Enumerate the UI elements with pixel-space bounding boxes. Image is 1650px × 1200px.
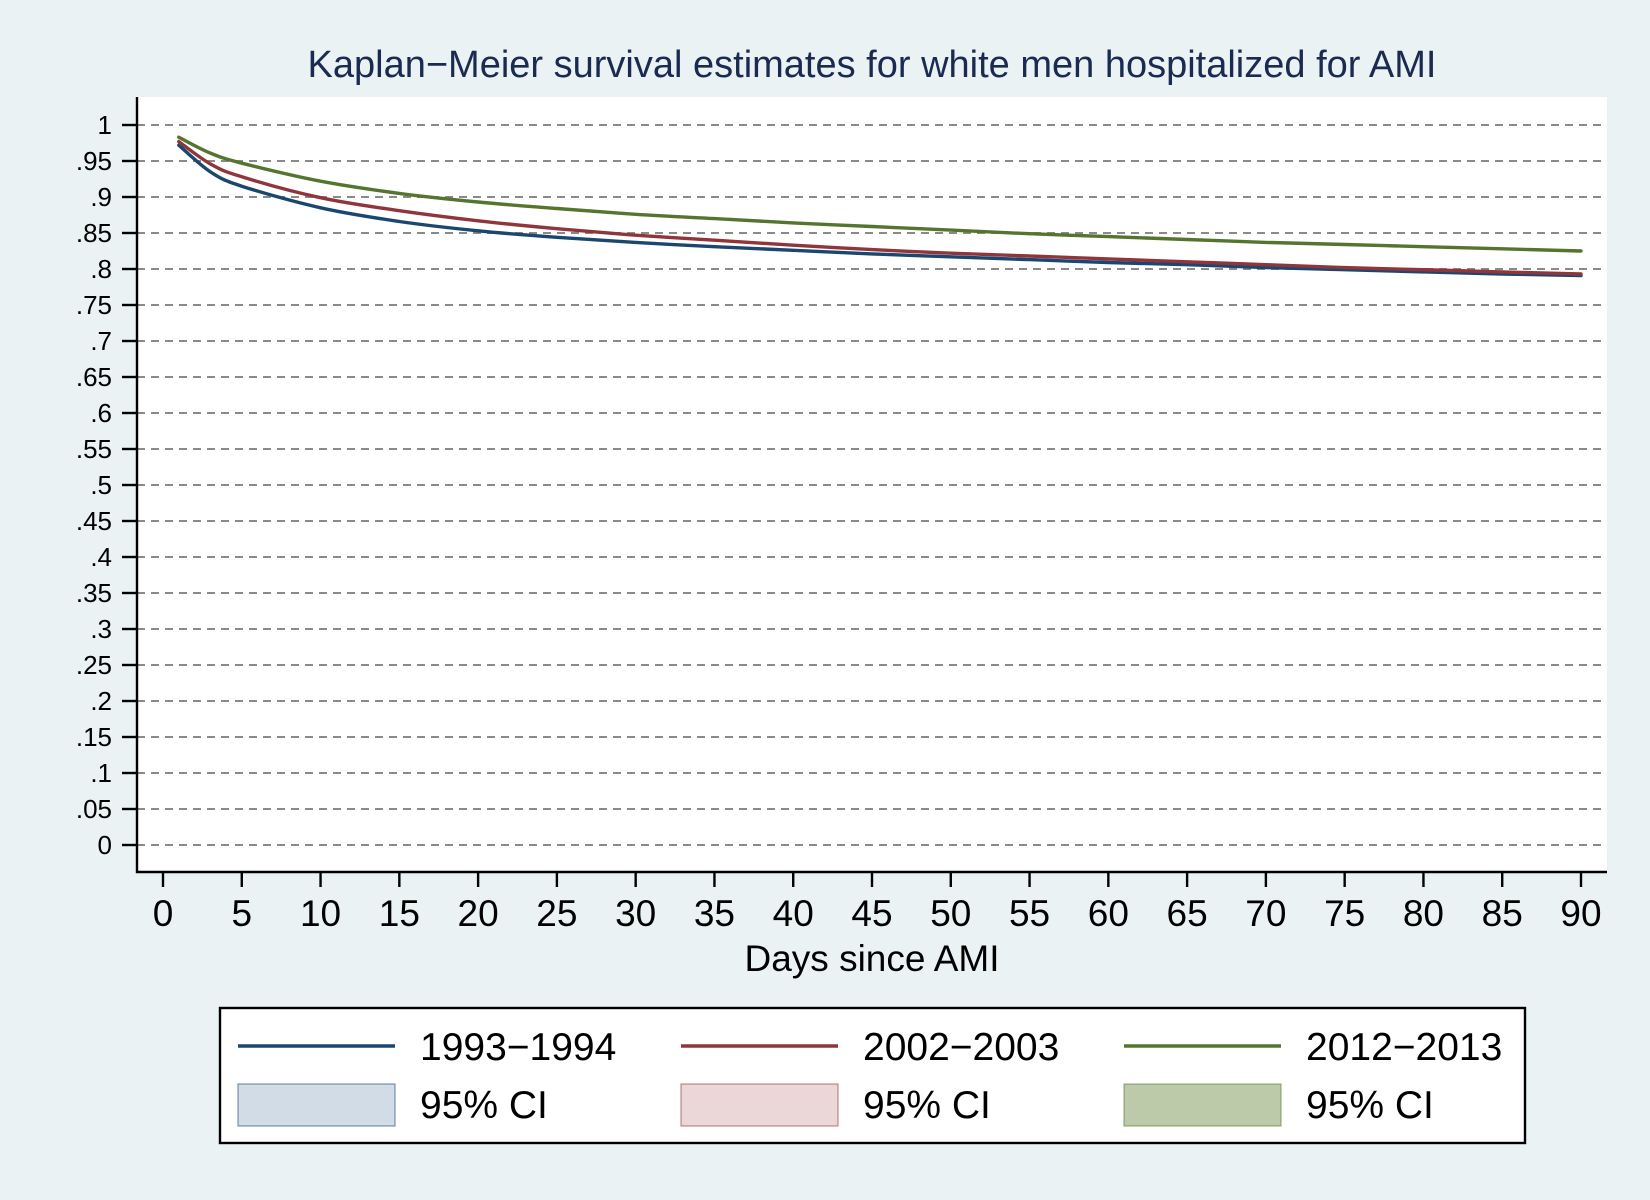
x-tick-label: 60 — [1088, 893, 1129, 934]
y-tick-label: .85 — [76, 218, 112, 248]
legend-box — [218, 1006, 1527, 1145]
y-tick-label: 1 — [98, 110, 112, 140]
y-tick-label: .55 — [76, 434, 112, 464]
x-tick-label: 35 — [694, 893, 735, 934]
y-tick-label: .8 — [90, 254, 112, 284]
y-tick-label: .25 — [76, 650, 112, 680]
x-tick-label: 65 — [1167, 893, 1208, 934]
x-tick-label: 25 — [536, 893, 577, 934]
legend-label-0: 1993−1994 — [420, 1026, 616, 1069]
x-tick-label: 85 — [1482, 893, 1523, 934]
legend-items: 1993−1994 95% CI 2002−2003 95% CI 2012−2013 9… — [237, 1026, 1502, 1127]
y-tick-label: .1 — [90, 758, 112, 788]
legend: 1993−1994 95% CI 2002−2003 95% CI 2012−2013 9… — [218, 1006, 1527, 1145]
y-tick-label: .05 — [76, 794, 112, 824]
y-tick-label: .4 — [90, 542, 112, 572]
x-axis-label: Days since AMI — [745, 938, 1000, 979]
chart-title: Kaplan−Meier survival estimates for whit… — [308, 44, 1437, 86]
y-tick-label: .75 — [76, 290, 112, 320]
legend-ci-label-1: 95% CI — [863, 1084, 991, 1127]
x-tick-label: 75 — [1324, 893, 1365, 934]
y-tick-label: .35 — [76, 578, 112, 608]
x-tick-label: 45 — [851, 893, 892, 934]
x-tick-label: 30 — [615, 893, 656, 934]
y-tick-label: 0 — [98, 830, 112, 860]
legend-label-1: 2002−2003 — [863, 1026, 1059, 1069]
y-tick-label: .15 — [76, 722, 112, 752]
x-tick-label: 5 — [231, 893, 252, 934]
legend-ci-swatch-2 — [1123, 1083, 1282, 1127]
legend-ci-swatch-1 — [680, 1083, 839, 1127]
x-tick-label: 10 — [300, 893, 341, 934]
x-tick-label: 80 — [1403, 893, 1444, 934]
legend-label-2: 2012−2013 — [1306, 1026, 1502, 1069]
y-tick-label: .7 — [90, 326, 112, 356]
y-tick-label: .3 — [90, 614, 112, 644]
x-tick-label: 40 — [773, 893, 814, 934]
series-line-0 — [177, 143, 1583, 278]
x-tick-label: 20 — [458, 893, 499, 934]
legend-ci-label-0: 95% CI — [420, 1084, 548, 1127]
x-tick-label: 15 — [379, 893, 420, 934]
series-line-2 — [177, 135, 1583, 253]
y-tick-label: .45 — [76, 506, 112, 536]
x-tick-label: 90 — [1560, 893, 1601, 934]
legend-ci-label-2: 95% CI — [1306, 1084, 1434, 1127]
x-tick-label: 0 — [153, 893, 174, 934]
y-tick-label: .6 — [90, 398, 112, 428]
axes — [135, 97, 1607, 874]
y-tick-label: .2 — [90, 686, 112, 716]
series-line-1 — [177, 139, 1583, 276]
y-tick-label: .9 — [90, 182, 112, 212]
x-tick-label: 70 — [1245, 893, 1286, 934]
legend-ci-swatch-0 — [237, 1083, 396, 1127]
x-tick-label: 55 — [1009, 893, 1050, 934]
y-tick-label: .5 — [90, 470, 112, 500]
series-lines — [177, 135, 1583, 278]
x-axis-ticks: 0 5 10 15 20 25 30 35 40 45 50 55 60 65 70 75 80 85 90 — [153, 872, 1602, 934]
x-tick-label: 50 — [930, 893, 971, 934]
y-tick-label: .65 — [76, 362, 112, 392]
y-axis-ticks: 0 .05 .1 .15 .2 .25 .3 .35 .4 .45 .5 .55 .6 .65 .7 .75.… — [76, 110, 137, 860]
y-tick-label: .95 — [76, 146, 112, 176]
